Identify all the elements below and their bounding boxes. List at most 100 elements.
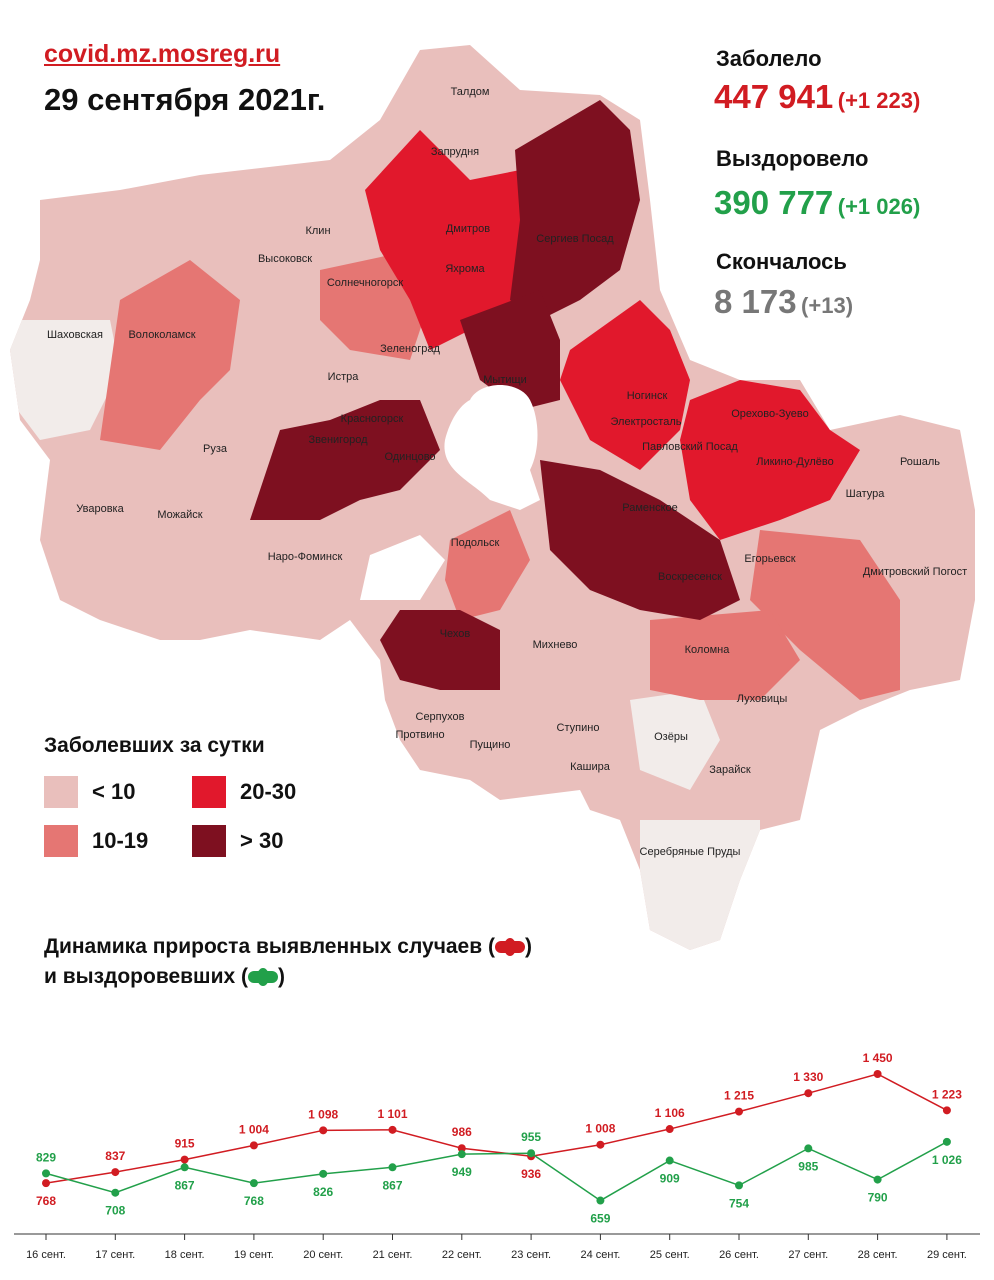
recovered-point (111, 1188, 120, 1197)
cases-value-label: 1 008 (585, 1122, 615, 1136)
town-label: Зарайск (709, 764, 751, 776)
x-tick-label: 19 сент. (234, 1249, 274, 1261)
town-label: Одинцово (384, 451, 435, 463)
recovered-point (665, 1156, 674, 1165)
district-podolsk (445, 510, 530, 620)
recovered-value-label: 829 (36, 1150, 56, 1164)
recovered-value-label: 1 026 (932, 1153, 962, 1167)
deaths-label: Скончалось (716, 249, 847, 274)
cases-point (942, 1106, 951, 1115)
town-label: Запрудня (431, 146, 479, 158)
town-label: Дмитров (446, 223, 490, 235)
recovered-value-label: 909 (660, 1172, 680, 1186)
town-label: Ступино (557, 722, 600, 734)
town-label: Коломна (685, 644, 731, 656)
town-label: Ногинск (627, 390, 668, 402)
district-volokolamsk (100, 260, 240, 450)
recovered-value-label: 955 (521, 1130, 541, 1144)
town-label: Серпухов (416, 711, 465, 723)
legend-swatch-20-30 (192, 776, 226, 808)
x-tick-label: 28 сент. (858, 1249, 898, 1261)
recovered-point (180, 1163, 189, 1172)
deaths-block: 8 173 (+13) (714, 283, 853, 321)
legend-label-lt10: < 10 (92, 779, 136, 804)
cases-point (665, 1125, 674, 1134)
recovered-point (873, 1175, 882, 1184)
recovered-point (388, 1163, 397, 1172)
district-chekhov (380, 610, 500, 690)
town-label: Раменское (622, 502, 678, 514)
x-tick-label: 17 сент. (95, 1249, 135, 1261)
town-label: Михнево (533, 639, 578, 651)
cases-point (180, 1155, 189, 1164)
cases-point (804, 1089, 813, 1098)
district-sergiev-posad (510, 100, 640, 320)
recovered-point (249, 1179, 258, 1188)
town-label: Серебряные Пруды (640, 846, 741, 858)
district-kolomna (650, 610, 800, 700)
cases-point (42, 1179, 50, 1188)
district-mytishchi (460, 290, 560, 410)
dynamics-line1: Динамика прироста выявленных случаев ( (44, 935, 495, 958)
infected-delta: (+1 223) (837, 88, 921, 113)
town-label: Красногорск (341, 413, 404, 425)
map-town-labels: Талдом Запрудня Дмитров Яхрома Сергиев Посад… (47, 86, 967, 858)
x-tick-label: 27 сент. (788, 1249, 828, 1261)
town-label: Протвино (395, 729, 444, 741)
recovered-value-label: 985 (798, 1159, 818, 1173)
infected-total: 447 941 (714, 78, 834, 115)
district-ozyory (630, 690, 720, 790)
green-series-marker-icon (247, 968, 278, 987)
x-tick-label: 25 сент. (650, 1249, 690, 1261)
site-link[interactable]: covid.mz.mosreg.ru (44, 40, 281, 68)
town-label: Рошаль (900, 456, 940, 468)
cases-point (873, 1070, 882, 1078)
district-shahovskaya (10, 320, 120, 440)
district-serebryanye-prudy (640, 820, 760, 950)
new-moscow (360, 535, 445, 600)
cases-value-label: 1 106 (655, 1106, 685, 1120)
x-tick-label: 23 сент. (511, 1249, 551, 1261)
recovered-point (942, 1137, 951, 1146)
town-label: Павловский Посад (642, 441, 738, 453)
recovered-value-label: 867 (382, 1178, 402, 1192)
cases-value-label: 1 098 (308, 1107, 338, 1121)
town-label: Яхрома (445, 263, 485, 275)
map-legend-title: Заболевших за сутки (44, 734, 265, 757)
x-tick-label: 18 сент. (165, 1249, 205, 1261)
x-tick-label: 24 сент. (580, 1249, 620, 1261)
town-label: Сергиев Посад (536, 233, 614, 245)
region-map: Талдом Запрудня Дмитров Яхрома Сергиев Посад… (10, 45, 975, 950)
recovered-value-label: 790 (868, 1191, 888, 1205)
x-tick-label: 26 сент. (719, 1249, 759, 1261)
town-label: Чехов (440, 628, 471, 640)
dynamics-chart: 16 сент. 17 сент. 18 сент. 19 сент. 20 сент.… (14, 1051, 980, 1261)
cases-value-label: 1 215 (724, 1089, 754, 1103)
legend-label-20-30: 20-30 (240, 779, 297, 804)
district-egoryevsk (750, 530, 900, 700)
recovered-point (319, 1169, 328, 1178)
recovered-total: 390 777 (714, 184, 834, 221)
town-label: Дмитровский Погост (863, 566, 967, 578)
town-label: Истра (328, 371, 360, 383)
cases-point (735, 1107, 743, 1116)
recovered-block: 390 777 (+1 026) (714, 184, 920, 222)
cases-point (596, 1140, 605, 1149)
infected-label: Заболело (716, 46, 822, 71)
town-label: Озёры (654, 731, 688, 743)
cases-point (319, 1126, 328, 1135)
town-label: Пущино (470, 739, 511, 751)
dynamics-line1-end: ) (524, 935, 532, 958)
x-tick-label: 16 сент. (26, 1249, 66, 1261)
x-tick-label: 22 сент. (442, 1249, 482, 1261)
town-label: Клин (305, 225, 330, 237)
cases-point (111, 1168, 120, 1177)
cases-point (457, 1144, 466, 1153)
x-tick-label: 29 сент. (927, 1249, 967, 1261)
red-series-marker-icon (494, 938, 525, 957)
cases-line (45, 1073, 948, 1184)
town-label: Мытищи (483, 374, 526, 386)
town-label: Солнечногорск (327, 277, 403, 289)
cases-value-label: 986 (452, 1125, 472, 1139)
town-label: Луховицы (737, 693, 788, 705)
